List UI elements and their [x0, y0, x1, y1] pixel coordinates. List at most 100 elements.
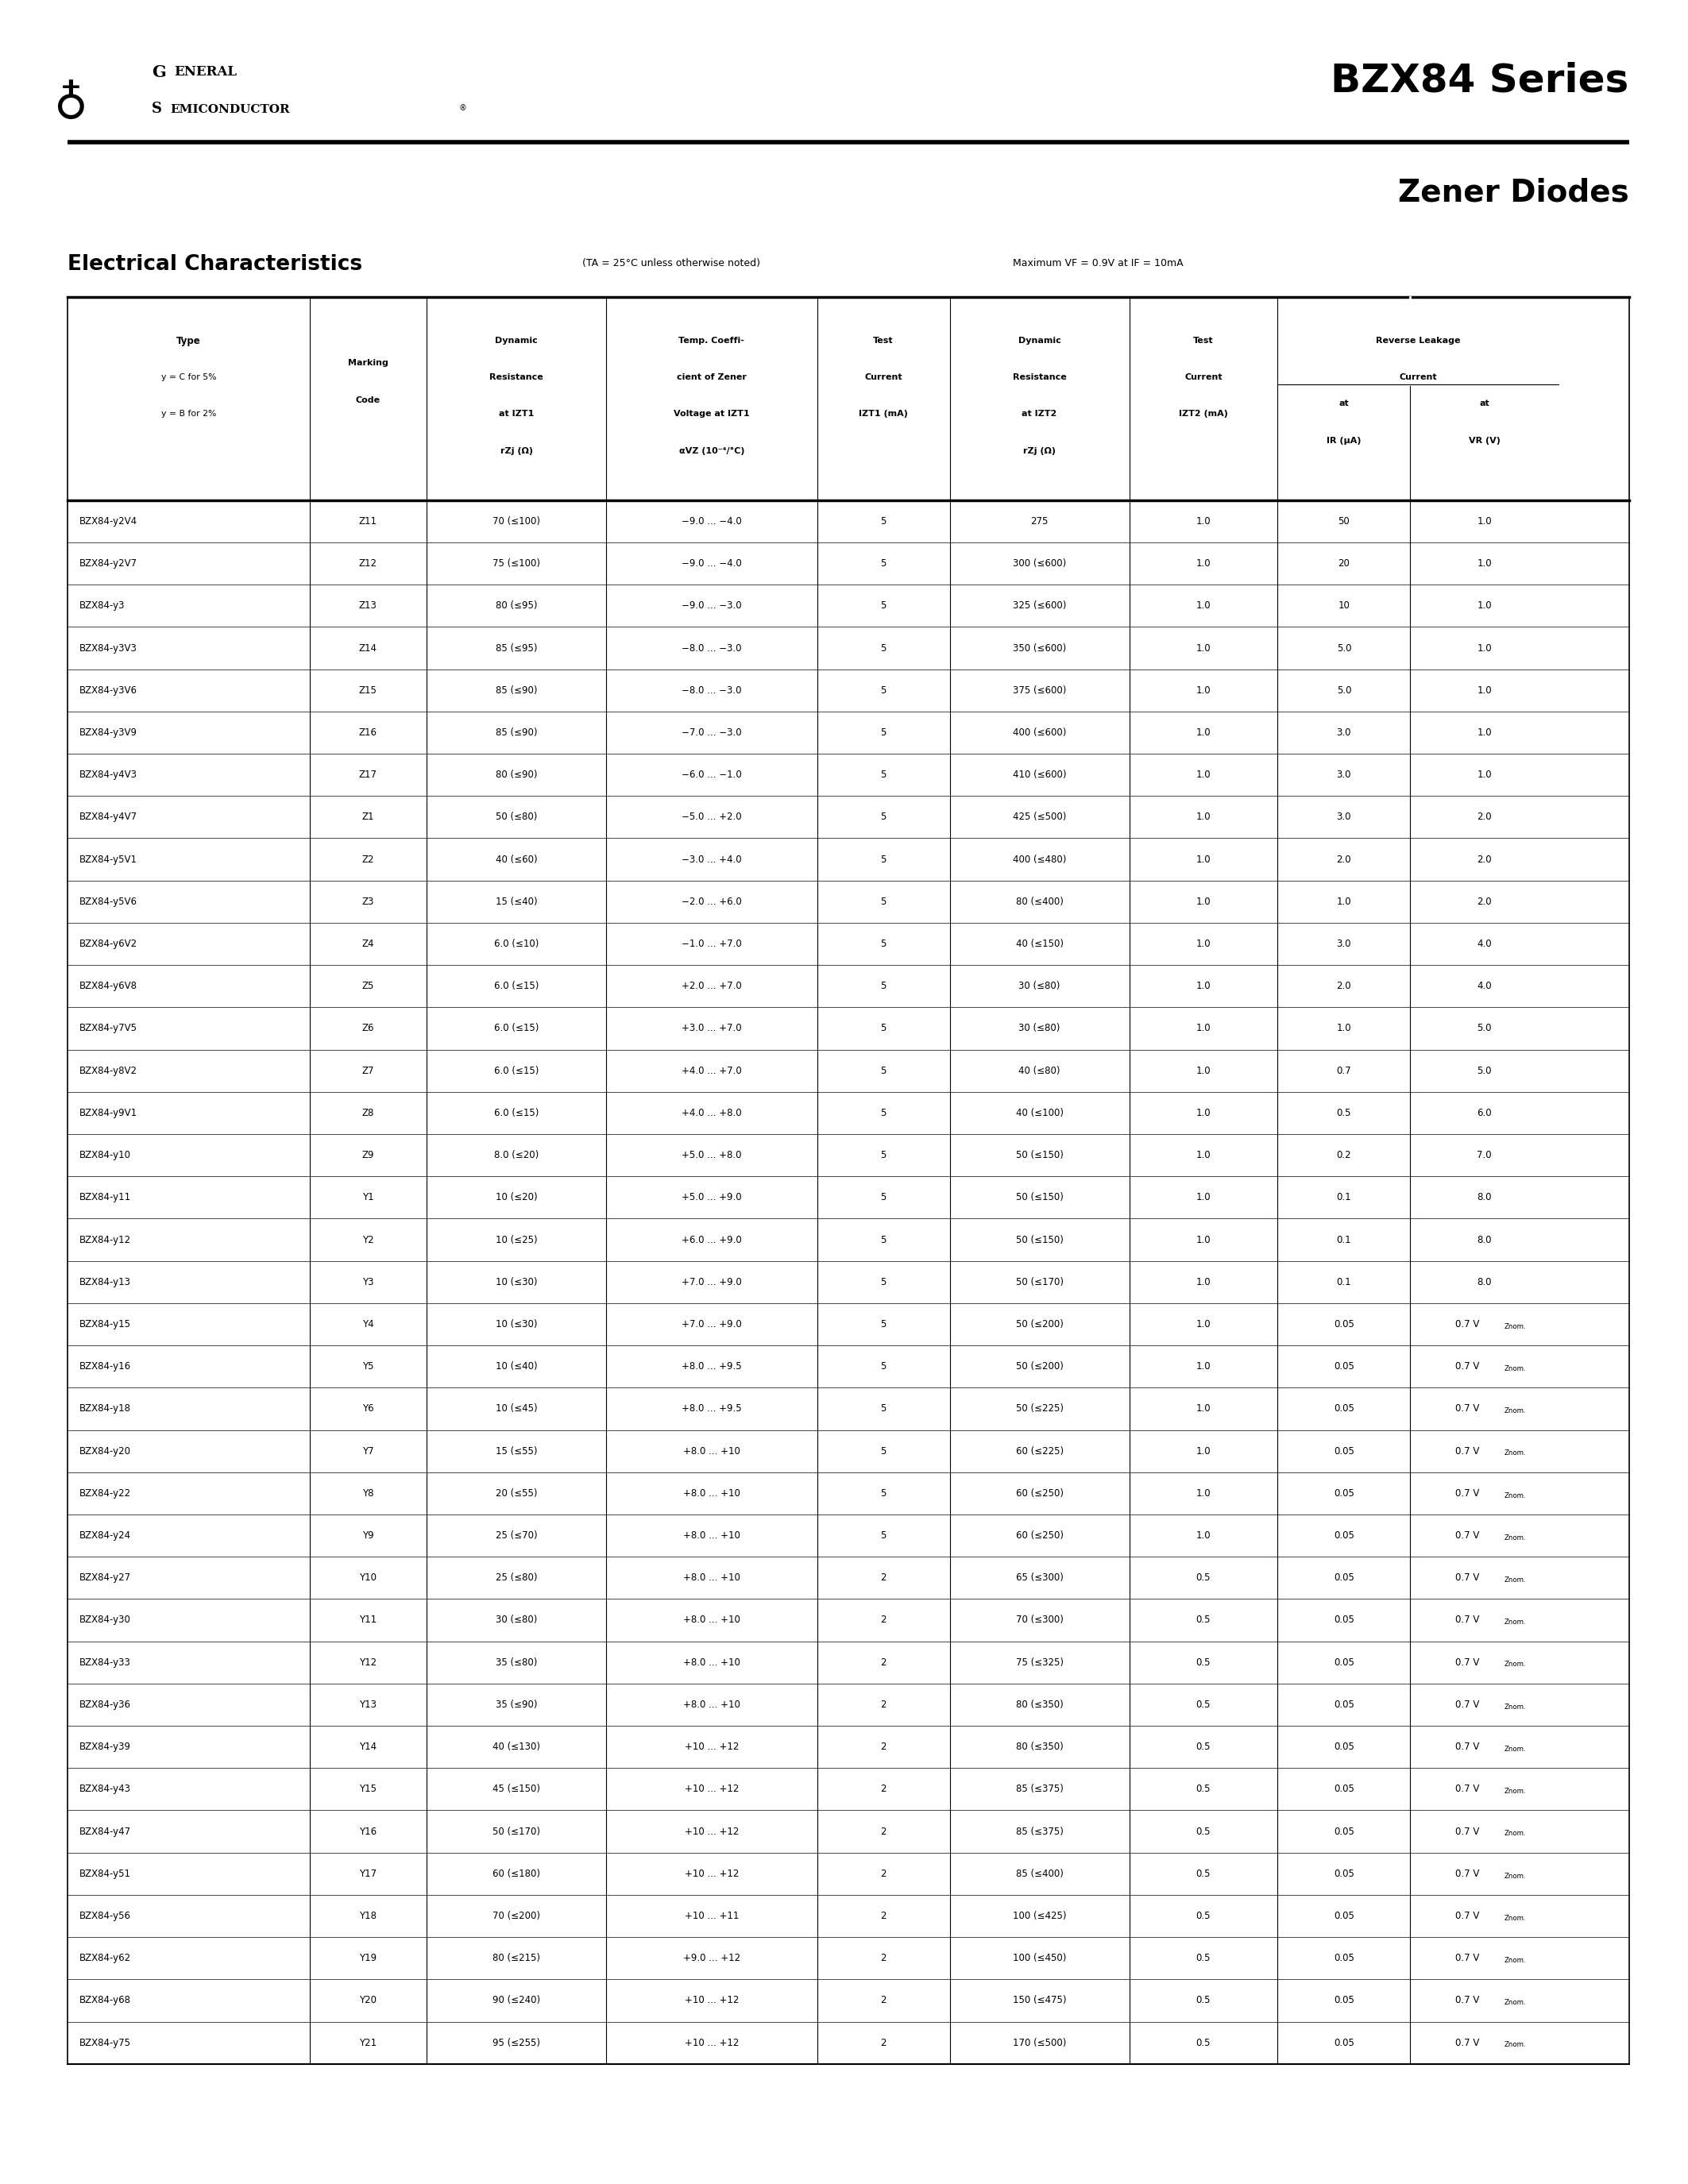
- Text: +4.0 ... +8.0: +4.0 ... +8.0: [682, 1107, 741, 1118]
- Text: 2: 2: [881, 1952, 886, 1963]
- Text: Znom.: Znom.: [1504, 1324, 1526, 1330]
- Text: Z6: Z6: [361, 1024, 375, 1033]
- Text: Y17: Y17: [360, 1870, 376, 1878]
- Text: 0.7 V: 0.7 V: [1455, 1531, 1480, 1540]
- Text: BZX84 Series: BZX84 Series: [1330, 61, 1629, 100]
- Text: Z12: Z12: [360, 559, 376, 568]
- Text: BZX84-y5V6: BZX84-y5V6: [79, 895, 137, 906]
- Text: +8.0 ... +10: +8.0 ... +10: [684, 1487, 739, 1498]
- Text: 1.0: 1.0: [1197, 601, 1210, 612]
- Text: 1.0: 1.0: [1197, 559, 1210, 568]
- Text: 6.0 (≤15): 6.0 (≤15): [495, 1066, 538, 1077]
- Text: BZX84-y4V7: BZX84-y4V7: [79, 812, 137, 821]
- Text: 0.7 V: 0.7 V: [1455, 1699, 1480, 1710]
- Text: 1.0: 1.0: [1477, 515, 1492, 526]
- Text: 8.0: 8.0: [1477, 1192, 1492, 1203]
- Text: 5: 5: [881, 1066, 886, 1077]
- Text: 425 (≤500): 425 (≤500): [1013, 812, 1067, 821]
- Text: 50 (≤170): 50 (≤170): [493, 1826, 540, 1837]
- Text: 1.0: 1.0: [1197, 1361, 1210, 1372]
- Text: Dynamic: Dynamic: [495, 336, 538, 345]
- Text: 2: 2: [881, 1572, 886, 1583]
- Text: 0.05: 0.05: [1334, 1487, 1354, 1498]
- Text: 30 (≤80): 30 (≤80): [496, 1614, 537, 1625]
- Text: 350 (≤600): 350 (≤600): [1013, 642, 1067, 653]
- Text: 2: 2: [881, 1614, 886, 1625]
- Text: 6.0 (≤15): 6.0 (≤15): [495, 1107, 538, 1118]
- Text: −8.0 ... −3.0: −8.0 ... −3.0: [682, 686, 741, 695]
- Text: 15 (≤40): 15 (≤40): [496, 895, 537, 906]
- Text: IZT2 (mA): IZT2 (mA): [1178, 411, 1227, 417]
- Text: Y5: Y5: [363, 1361, 373, 1372]
- Text: 0.05: 0.05: [1334, 1911, 1354, 1922]
- Text: 10 (≤45): 10 (≤45): [496, 1404, 537, 1413]
- Text: Y16: Y16: [360, 1826, 376, 1837]
- Text: 0.7 V: 0.7 V: [1455, 1572, 1480, 1583]
- Text: 15 (≤55): 15 (≤55): [496, 1446, 537, 1457]
- Text: 2.0: 2.0: [1477, 812, 1492, 821]
- Text: BZX84-y62: BZX84-y62: [79, 1952, 132, 1963]
- Text: Y8: Y8: [363, 1487, 373, 1498]
- Text: 5: 5: [881, 727, 886, 738]
- Text: 0.5: 0.5: [1197, 1743, 1210, 1752]
- Text: IR (μA): IR (μA): [1327, 437, 1361, 446]
- Text: BZX84-y5V1: BZX84-y5V1: [79, 854, 137, 865]
- Text: 1.0: 1.0: [1197, 727, 1210, 738]
- Text: Z8: Z8: [361, 1107, 375, 1118]
- Text: at: at: [1479, 400, 1489, 408]
- Text: 400 (≤600): 400 (≤600): [1013, 727, 1067, 738]
- Text: Voltage at IZT1: Voltage at IZT1: [674, 411, 749, 417]
- Text: 0.05: 0.05: [1334, 1699, 1354, 1710]
- Text: 1.0: 1.0: [1477, 727, 1492, 738]
- Text: 80 (≤350): 80 (≤350): [1016, 1699, 1063, 1710]
- Text: 85 (≤90): 85 (≤90): [496, 727, 537, 738]
- Text: 5: 5: [881, 1319, 886, 1330]
- Text: 25 (≤70): 25 (≤70): [496, 1531, 537, 1540]
- Text: 0.7 V: 0.7 V: [1455, 2038, 1480, 2049]
- Text: 0.7: 0.7: [1337, 1066, 1352, 1077]
- Text: 0.05: 0.05: [1334, 1952, 1354, 1963]
- Text: 1.0: 1.0: [1197, 1024, 1210, 1033]
- Text: 10 (≤30): 10 (≤30): [496, 1319, 537, 1330]
- Text: BZX84-y13: BZX84-y13: [79, 1278, 132, 1286]
- Text: BZX84-y43: BZX84-y43: [79, 1784, 132, 1795]
- Text: 90 (≤240): 90 (≤240): [493, 1996, 540, 2005]
- Text: 100 (≤450): 100 (≤450): [1013, 1952, 1067, 1963]
- Text: 30 (≤80): 30 (≤80): [1018, 1024, 1060, 1033]
- Text: 80 (≤90): 80 (≤90): [496, 769, 537, 780]
- Text: αVZ (10⁻⁴/°C): αVZ (10⁻⁴/°C): [679, 448, 744, 454]
- Text: Znom.: Znom.: [1504, 2042, 1526, 2049]
- Text: Znom.: Znom.: [1504, 1618, 1526, 1625]
- Text: +3.0 ... +7.0: +3.0 ... +7.0: [682, 1024, 741, 1033]
- Text: Y7: Y7: [363, 1446, 375, 1457]
- Text: 50 (≤80): 50 (≤80): [496, 812, 537, 821]
- Text: BZX84-y4V3: BZX84-y4V3: [79, 769, 137, 780]
- Text: 80 (≤95): 80 (≤95): [496, 601, 537, 612]
- Text: −2.0 ... +6.0: −2.0 ... +6.0: [682, 895, 741, 906]
- Text: Z14: Z14: [360, 642, 376, 653]
- Text: 1.0: 1.0: [1197, 515, 1210, 526]
- Text: 1.0: 1.0: [1197, 1319, 1210, 1330]
- Text: VR (V): VR (V): [1469, 437, 1501, 446]
- Text: 10 (≤20): 10 (≤20): [496, 1192, 537, 1203]
- Text: 6.0 (≤10): 6.0 (≤10): [495, 939, 538, 950]
- Text: 5: 5: [881, 1107, 886, 1118]
- Text: BZX84-y11: BZX84-y11: [79, 1192, 132, 1203]
- Text: 35 (≤80): 35 (≤80): [496, 1658, 537, 1669]
- Text: 0.5: 0.5: [1197, 1996, 1210, 2005]
- Text: +8.0 ... +10: +8.0 ... +10: [684, 1699, 739, 1710]
- Text: 5: 5: [881, 895, 886, 906]
- Text: 5: 5: [881, 1024, 886, 1033]
- Text: 300 (≤600): 300 (≤600): [1013, 559, 1067, 568]
- Text: 1.0: 1.0: [1197, 1278, 1210, 1286]
- Text: 75 (≤325): 75 (≤325): [1016, 1658, 1063, 1669]
- Text: Z7: Z7: [361, 1066, 375, 1077]
- Text: Y20: Y20: [360, 1996, 376, 2005]
- Text: BZX84-y6V2: BZX84-y6V2: [79, 939, 137, 950]
- Text: 0.05: 0.05: [1334, 1572, 1354, 1583]
- Text: 50 (≤200): 50 (≤200): [1016, 1361, 1063, 1372]
- Text: 2.0: 2.0: [1337, 981, 1352, 992]
- Text: +7.0 ... +9.0: +7.0 ... +9.0: [682, 1319, 741, 1330]
- Text: Test: Test: [1193, 336, 1214, 345]
- Text: 70 (≤200): 70 (≤200): [493, 1911, 540, 1922]
